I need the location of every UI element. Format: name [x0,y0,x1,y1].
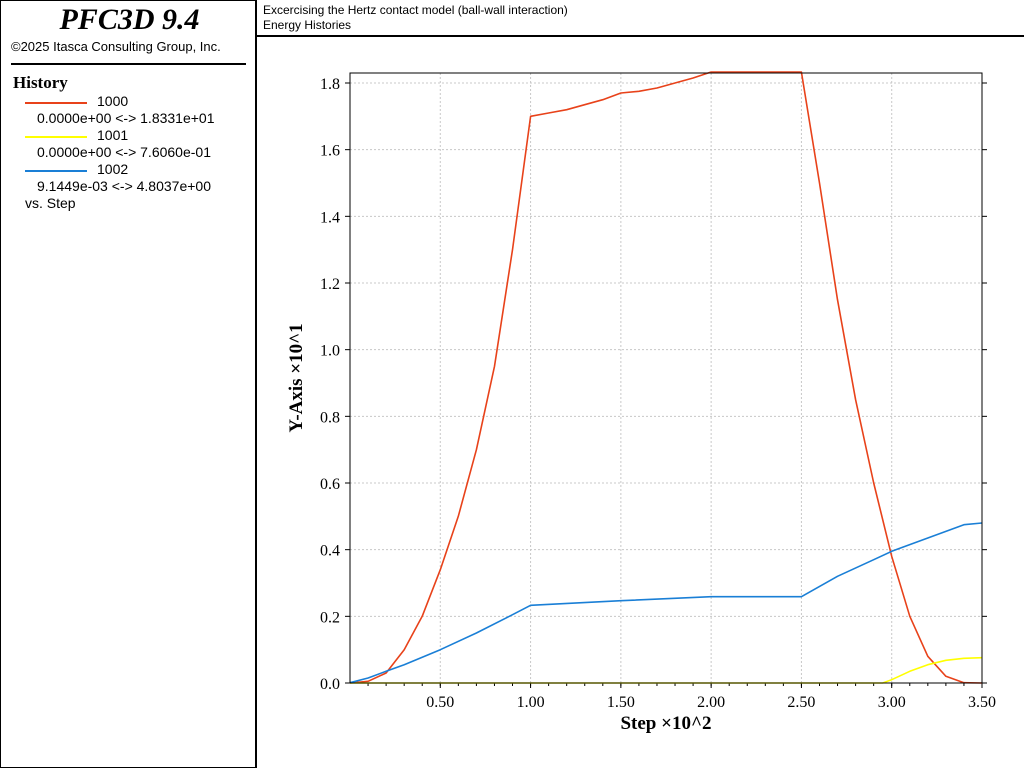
y-tick-label: 0.4 [320,543,340,560]
plot-border [349,72,983,684]
x-tick-label: 2.00 [697,694,725,711]
series-id: 1001 [97,127,129,143]
legend-panel: PFC3D 9.4 ©2025 Itasca Consulting Group,… [0,0,257,768]
series-id: 1000 [97,93,129,109]
copyright: ©2025 Itasca Consulting Group, Inc. [11,39,221,54]
series-line-1002 [349,522,983,684]
x-tick-label: 1.00 [517,694,545,711]
series-swatch [25,102,87,104]
x-axis-title: Step ×10^2 [620,713,711,734]
history-heading: History [13,73,68,92]
divider [11,63,246,65]
plot-title: Excercising the Hertz contact model (bal… [263,3,568,17]
x-tick-label: 2.50 [787,694,815,711]
app-title: PFC3D 9.4 [59,3,200,36]
series-line-1001 [350,656,983,684]
grid [350,73,983,684]
y-tick-label: 1.0 [320,343,340,360]
y-tick-label: 1.2 [320,276,340,293]
series-range: 0.0000e+00 <-> 7.6060e-01 [37,144,211,160]
x-ticks: 0.50 1.00 1.50 2.00 2.50 3.00 3.50 [367,683,996,711]
y-tick-label: 0.2 [320,609,340,626]
series-swatch [25,170,87,172]
vs-label: vs. Step [25,195,76,211]
series-range: 9.1449e-03 <-> 4.8037e+00 [37,178,211,194]
series-range: 0.0000e+00 <-> 1.8331e+01 [37,110,215,126]
x-tick-label: 3.50 [968,694,996,711]
series-line-1000 [349,71,983,684]
series-lines [349,71,983,684]
y-tick-label: 1.8 [320,76,340,93]
y-tick-label: 0.6 [320,476,340,493]
y-tick-label: 0.0 [320,676,340,693]
y-axis-title: Y-Axis ×10^1 [286,323,307,432]
x-tick-label: 3.00 [878,694,906,711]
plot-header: Excercising the Hertz contact model (bal… [257,0,1024,37]
series-id: 1002 [97,161,129,177]
series-swatch [25,136,87,138]
y-tick-label: 0.8 [320,409,340,426]
y-tick-label: 1.4 [320,209,340,226]
x-tick-label: 0.50 [426,694,454,711]
y-tick-label: 1.6 [320,143,340,160]
y-ticks: 0.0 0.2 0.4 0.6 0.8 1.0 1.2 1.4 1.6 1.8 [320,76,987,693]
plot-subtitle: Energy Histories [263,18,352,32]
chart: 0.50 1.00 1.50 2.00 2.50 3.00 3.50 0.00.20.40.… [286,71,996,734]
x-tick-label: 1.50 [607,694,635,711]
